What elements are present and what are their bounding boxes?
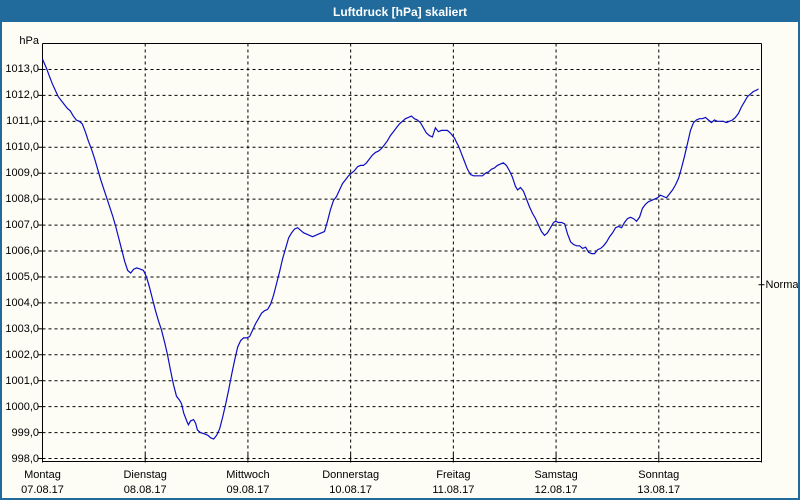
x-day-date-label: 09.08.17 [226, 484, 270, 496]
normal-annotation-label: Normal [765, 278, 800, 291]
x-day-name-label: Montag [24, 469, 61, 481]
y-tick-label: 1012,0 [5, 89, 39, 102]
plot-area [38, 43, 765, 463]
y-tick-label: 1007,0 [5, 219, 39, 232]
window-titlebar[interactable]: Luftdruck [hPa] skaliert [2, 2, 798, 22]
y-tick-label: 1006,0 [5, 245, 39, 257]
y-tick-label: 1002,0 [5, 348, 39, 361]
x-day-name-label: Mittwoch [226, 469, 270, 481]
y-tick-label: 1004,0 [5, 296, 39, 309]
y-tick-label: 1013,0 [5, 63, 39, 76]
y-tick-label: 1011,0 [6, 115, 39, 128]
x-day-date-label: 07.08.17 [21, 484, 64, 496]
y-tick-label: 999,0 [11, 426, 39, 439]
y-tick-label: 1008,0 [5, 193, 39, 206]
x-day-name-label: Samstag [534, 469, 578, 481]
window-title: Luftdruck [hPa] skaliert [332, 5, 468, 19]
pressure-chart: hPa 1013,0 1012,0 1011,0 1010,0 1009,0 1008,0… [2, 22, 798, 498]
x-day-date-label: 08.08.17 [123, 484, 167, 496]
x-day-name-label: Freitag [436, 469, 471, 481]
x-day-name-label: Donnerstag [322, 469, 380, 481]
y-tick-label: 1005,0 [5, 270, 39, 283]
y-axis-unit-label: hPa [19, 35, 39, 47]
x-day-date-label: 13.08.17 [637, 484, 681, 496]
y-tick-label: 998,0 [11, 452, 39, 465]
y-tick-label: 1009,0 [5, 167, 39, 180]
y-tick-label: 1000,0 [5, 400, 39, 413]
y-tick-label: 1003,0 [5, 322, 39, 335]
x-day-date-label: 11.08.17 [432, 484, 475, 496]
y-tick-label: 1001,0 [5, 374, 39, 387]
x-day-date-label: 10.08.17 [329, 484, 373, 496]
y-tick-label: 1010,0 [5, 141, 39, 154]
x-day-date-label: 12.08.17 [534, 484, 578, 496]
x-day-name-label: Dienstag [123, 469, 167, 481]
x-day-name-label: Sonntag [638, 469, 680, 481]
